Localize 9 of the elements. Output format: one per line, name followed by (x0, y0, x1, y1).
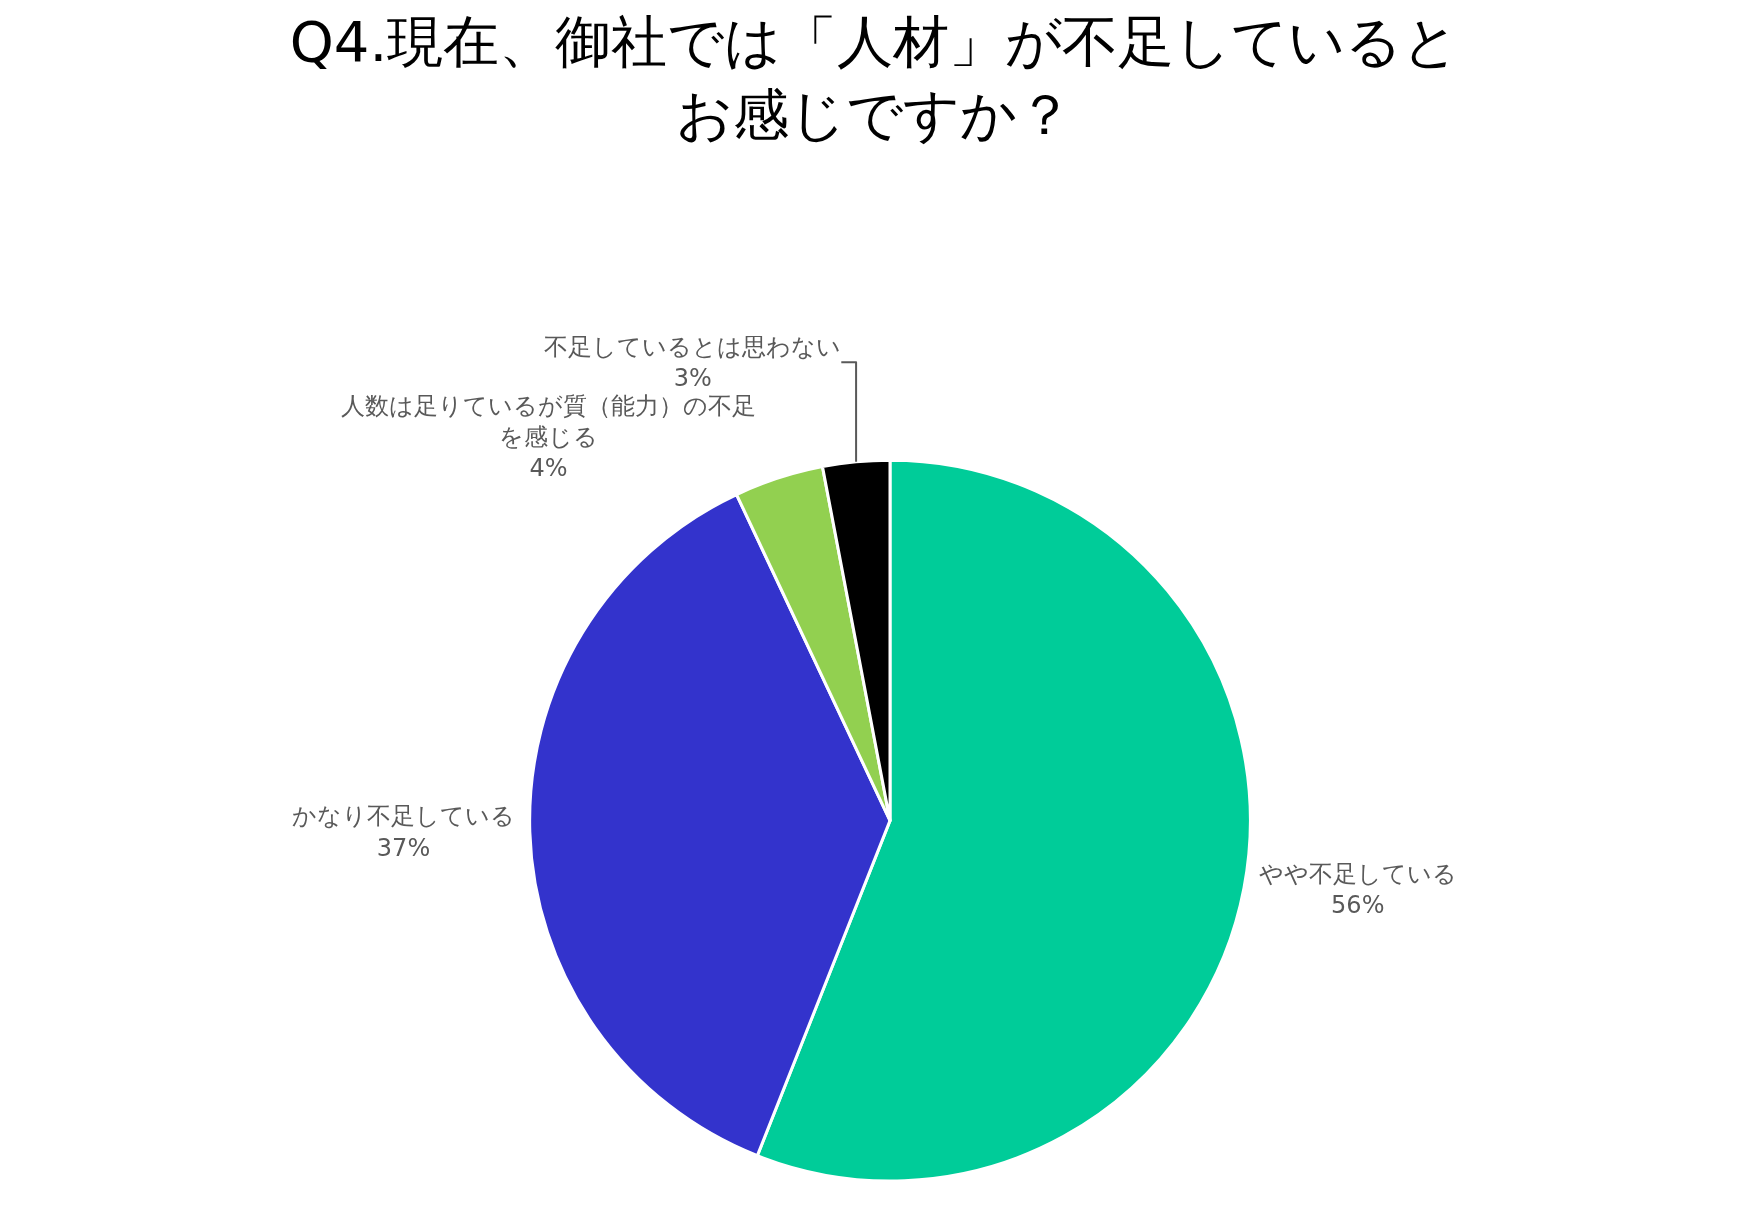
chart-title: Q4.現在、御社では「人材」が不足しているとお感じですか？ (289, 9, 1460, 147)
slice-label: 人数は足りているが質（能力）の不足を感じる (341, 391, 757, 452)
data-label: 3% (673, 363, 712, 392)
data-label: 56% (1331, 890, 1385, 919)
slice-label: やや不足している (1258, 859, 1457, 888)
slice-label: かなり不足している (292, 802, 516, 831)
data-label: 37% (376, 833, 431, 862)
data-label: 4% (529, 454, 568, 483)
slice-label: 不足しているとは思わない (544, 332, 842, 361)
